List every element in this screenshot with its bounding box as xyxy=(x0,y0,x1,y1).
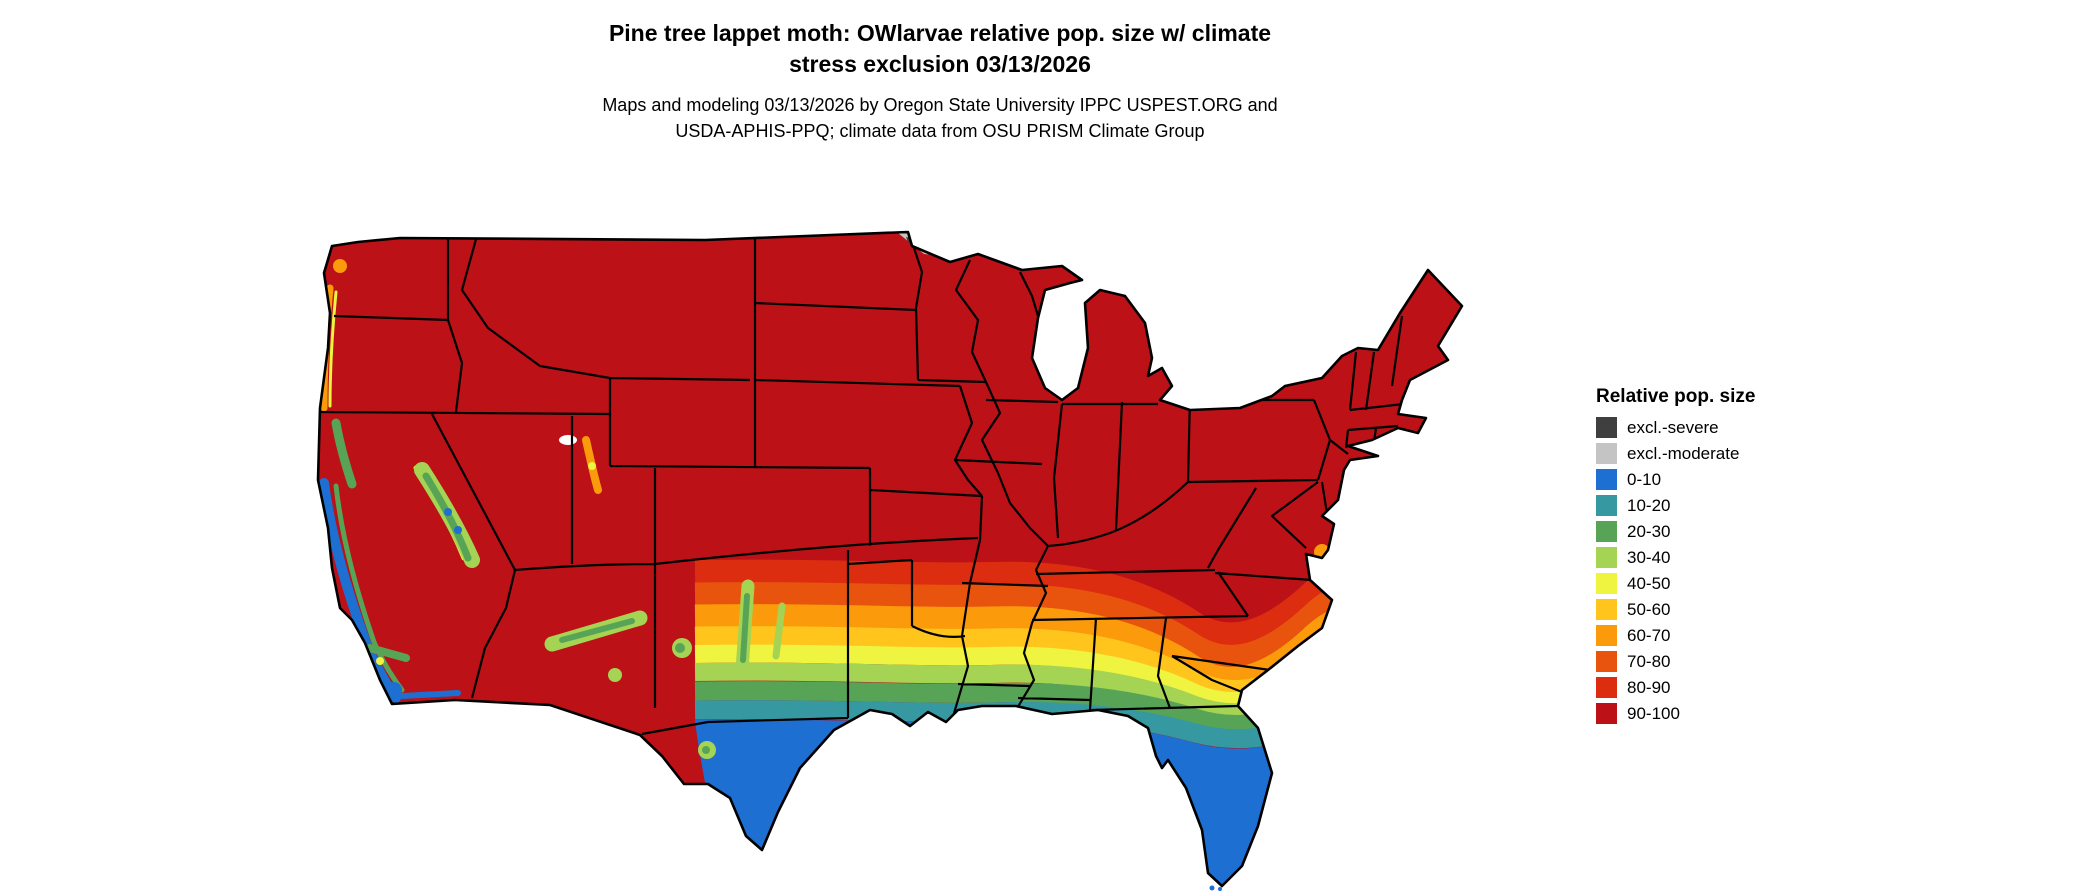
legend-swatch-80-90 xyxy=(1596,677,1617,698)
us-map xyxy=(310,228,1560,892)
olympic-orange-patch xyxy=(333,259,347,273)
san-diego-blue-patch xyxy=(386,682,402,698)
legend-label: excl.-moderate xyxy=(1627,444,1740,463)
utah-yellow-dot xyxy=(588,462,596,470)
us-map-svg xyxy=(316,230,1464,891)
great-salt-lake xyxy=(559,435,577,445)
map-title: Pine tree lappet moth: OWlarvae relative… xyxy=(110,18,1770,80)
sierra-green-core xyxy=(422,472,472,562)
legend-swatch-60-70 xyxy=(1596,625,1617,646)
swatch-color xyxy=(1596,599,1617,620)
legend-item-excl-moderate: excl.-moderate xyxy=(1596,443,1856,464)
legend-label: 30-40 xyxy=(1627,548,1671,567)
legend-item-70-80: 70-80 xyxy=(1596,651,1856,672)
swatch-color xyxy=(1596,625,1617,646)
legend-item-60-70: 60-70 xyxy=(1596,625,1856,646)
legend-swatch-excl-moderate xyxy=(1596,443,1617,464)
legend-label: 20-30 xyxy=(1627,522,1671,541)
swatch-color xyxy=(1596,495,1617,516)
california-coast-green xyxy=(333,483,405,693)
legend-item-0-10: 0-10 xyxy=(1596,469,1856,490)
swatch-color xyxy=(1596,417,1617,438)
map-legend: Relative pop. size excl.-severe excl.-mo… xyxy=(1596,386,1856,729)
legend-item-90-100: 90-100 xyxy=(1596,703,1856,724)
az-southeast-patch xyxy=(608,668,622,682)
norcal-coast-green xyxy=(331,418,357,489)
swatch-color xyxy=(1596,573,1617,594)
legend-item-40-50: 40-50 xyxy=(1596,573,1856,594)
swatch-color xyxy=(1596,521,1617,542)
swatch-color xyxy=(1596,547,1617,568)
nm-mountains-green xyxy=(740,593,750,663)
legend-swatch-20-30 xyxy=(1596,521,1617,542)
legend-item-20-30: 20-30 xyxy=(1596,521,1856,542)
swatch-color xyxy=(1596,703,1617,724)
legend-swatch-90-100 xyxy=(1596,703,1617,724)
legend-swatch-50-60 xyxy=(1596,599,1617,620)
florida-keys-dot xyxy=(1209,885,1215,891)
legend-swatch-10-20 xyxy=(1596,495,1617,516)
legend-label: 10-20 xyxy=(1627,496,1671,515)
legend-item-50-60: 50-60 xyxy=(1596,599,1856,620)
davis-mountains-green xyxy=(702,746,710,754)
legend-item-30-40: 30-40 xyxy=(1596,547,1856,568)
swatch-color xyxy=(1596,677,1617,698)
legend-swatch-30-40 xyxy=(1596,547,1617,568)
legend-swatch-70-80 xyxy=(1596,651,1617,672)
swatch-color xyxy=(1596,443,1617,464)
legend-swatch-excl-severe xyxy=(1596,417,1617,438)
sierra-blue-dot xyxy=(454,526,462,534)
legend-swatch-40-50 xyxy=(1596,573,1617,594)
mogollon-rim-green xyxy=(559,618,635,643)
us-outline xyxy=(316,230,1464,888)
gila-green-patch xyxy=(675,643,685,653)
la-basin-yellow-dot xyxy=(376,657,384,665)
map-fill-layer xyxy=(318,232,1462,886)
legend-label: 60-70 xyxy=(1627,626,1671,645)
florida-keys-dot xyxy=(1218,887,1222,891)
swatch-color xyxy=(1596,469,1617,490)
legend-label: 0-10 xyxy=(1627,470,1662,489)
legend-swatch-0-10 xyxy=(1596,469,1617,490)
map-subtitle: Maps and modeling 03/13/2026 by Oregon S… xyxy=(110,92,1770,144)
willamette-yellow-strip xyxy=(328,290,338,408)
legend-title: Relative pop. size xyxy=(1596,386,1756,407)
band-90-100 xyxy=(318,232,1462,886)
legend-item-10-20: 10-20 xyxy=(1596,495,1856,516)
legend-label: 80-90 xyxy=(1627,678,1671,697)
border-blue-strip xyxy=(399,690,461,699)
legend-item-80-90: 80-90 xyxy=(1596,677,1856,698)
map-title-line2: stress exclusion 03/13/2026 xyxy=(789,51,1091,77)
nm-ridge-patch xyxy=(772,602,786,660)
legend-label: 90-100 xyxy=(1627,704,1680,723)
legend-label: excl.-severe xyxy=(1627,418,1719,437)
legend-label: 50-60 xyxy=(1627,600,1671,619)
socal-ranges-green xyxy=(366,644,410,662)
map-subtitle-line2: USDA-APHIS-PPQ; climate data from OSU PR… xyxy=(675,121,1205,141)
legend-label: 70-80 xyxy=(1627,652,1671,671)
map-subtitle-line1: Maps and modeling 03/13/2026 by Oregon S… xyxy=(602,95,1278,115)
map-title-line1: Pine tree lappet moth: OWlarvae relative… xyxy=(608,20,1272,46)
legend-item-excl-severe: excl.-severe xyxy=(1596,417,1856,438)
swatch-color xyxy=(1596,651,1617,672)
california-coast-blue xyxy=(319,478,401,703)
legend-label: 40-50 xyxy=(1627,574,1671,593)
sierra-blue-dot xyxy=(444,508,452,516)
